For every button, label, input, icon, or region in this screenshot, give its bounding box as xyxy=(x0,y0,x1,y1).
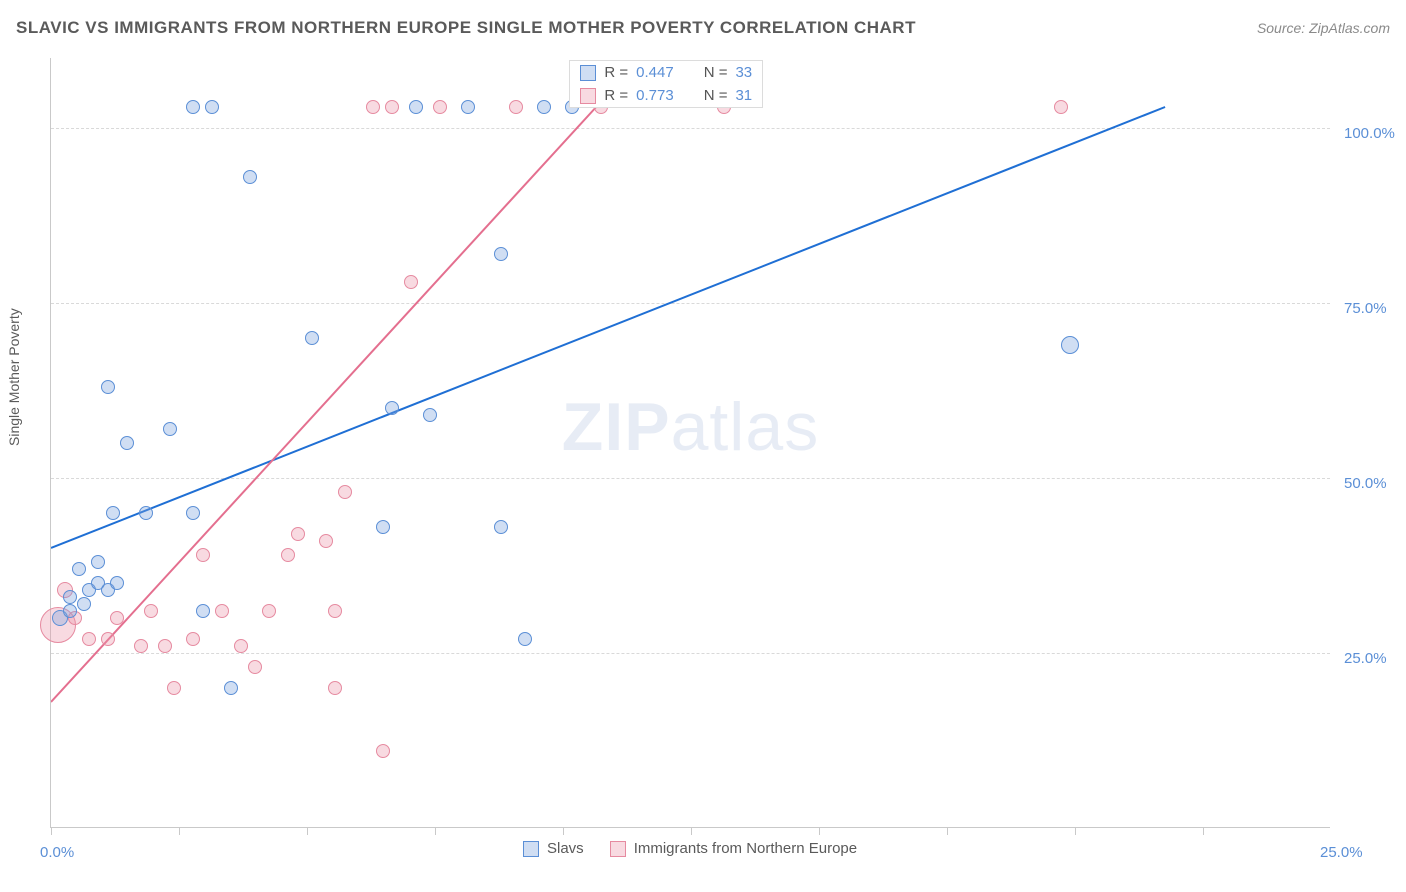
x-tick xyxy=(819,827,820,835)
scatter-point xyxy=(328,681,342,695)
scatter-point xyxy=(423,408,437,422)
chart-title: SLAVIC VS IMMIGRANTS FROM NORTHERN EUROP… xyxy=(16,18,916,38)
stats-row: R = 0.447 N = 33 xyxy=(570,61,762,84)
scatter-point xyxy=(385,401,399,415)
y-axis-label: Single Mother Poverty xyxy=(6,308,22,446)
x-tick xyxy=(691,827,692,835)
stat-n-label: N = xyxy=(704,64,728,81)
scatter-point xyxy=(291,527,305,541)
scatter-point xyxy=(77,597,91,611)
scatter-point xyxy=(376,744,390,758)
scatter-point xyxy=(248,660,262,674)
stat-n-label: N = xyxy=(704,87,728,104)
scatter-point xyxy=(120,436,134,450)
x-tick xyxy=(563,827,564,835)
stats-row: R = 0.773 N = 31 xyxy=(570,84,762,107)
scatter-point xyxy=(518,632,532,646)
stat-r-label: R = xyxy=(604,64,628,81)
scatter-point xyxy=(139,506,153,520)
scatter-plot-area: ZIPatlas R =0.447N =33R =0.773N =31 xyxy=(50,58,1330,828)
stat-r-label: R = xyxy=(604,87,628,104)
scatter-point xyxy=(101,380,115,394)
scatter-point xyxy=(1061,336,1079,354)
x-tick-label: 0.0% xyxy=(40,844,74,861)
x-tick xyxy=(179,827,180,835)
stat-r-value: 0.773 xyxy=(636,87,674,104)
scatter-point xyxy=(319,534,333,548)
x-tick xyxy=(1075,827,1076,835)
legend-item: Immigrants from Northern Europe xyxy=(610,840,857,857)
x-tick xyxy=(947,827,948,835)
scatter-point xyxy=(509,100,523,114)
scatter-point xyxy=(305,331,319,345)
scatter-point xyxy=(281,548,295,562)
legend-item: Slavs xyxy=(523,840,584,857)
legend-swatch xyxy=(580,88,596,104)
y-tick-label: 100.0% xyxy=(1344,125,1395,142)
scatter-point xyxy=(205,100,219,114)
scatter-point xyxy=(461,100,475,114)
scatter-point xyxy=(91,555,105,569)
scatter-point xyxy=(376,520,390,534)
scatter-point xyxy=(144,604,158,618)
stat-n-value: 33 xyxy=(735,64,752,81)
scatter-point xyxy=(134,639,148,653)
scatter-point xyxy=(328,604,342,618)
scatter-point xyxy=(494,247,508,261)
legend-swatch xyxy=(610,841,626,857)
scatter-point xyxy=(537,100,551,114)
scatter-point xyxy=(63,604,77,618)
legend-label: Immigrants from Northern Europe xyxy=(634,840,857,857)
scatter-point xyxy=(224,681,238,695)
y-tick-label: 50.0% xyxy=(1344,475,1387,492)
scatter-point xyxy=(106,506,120,520)
stat-n-value: 31 xyxy=(735,87,752,104)
x-tick xyxy=(307,827,308,835)
scatter-point xyxy=(186,506,200,520)
scatter-point xyxy=(158,639,172,653)
scatter-point xyxy=(82,632,96,646)
scatter-point xyxy=(366,100,380,114)
scatter-point xyxy=(110,611,124,625)
y-tick-label: 25.0% xyxy=(1344,650,1387,667)
scatter-point xyxy=(63,590,77,604)
scatter-point xyxy=(234,639,248,653)
x-tick-label: 25.0% xyxy=(1320,844,1363,861)
scatter-point xyxy=(494,520,508,534)
x-tick xyxy=(1203,827,1204,835)
stat-r-value: 0.447 xyxy=(636,64,674,81)
x-tick xyxy=(435,827,436,835)
scatter-point xyxy=(409,100,423,114)
chart-header: SLAVIC VS IMMIGRANTS FROM NORTHERN EUROP… xyxy=(16,18,1390,38)
scatter-point xyxy=(186,100,200,114)
scatter-point xyxy=(167,681,181,695)
legend-label: Slavs xyxy=(547,840,584,857)
scatter-point xyxy=(1054,100,1068,114)
x-tick xyxy=(51,827,52,835)
legend-swatch xyxy=(523,841,539,857)
y-tick-label: 75.0% xyxy=(1344,300,1387,317)
legend-swatch xyxy=(580,65,596,81)
scatter-point xyxy=(101,632,115,646)
bottom-legend: Slavs Immigrants from Northern Europe xyxy=(523,840,857,857)
stats-legend-box: R = 0.447 N = 33 R = 0.773 N = 31 xyxy=(569,60,763,108)
scatter-point xyxy=(433,100,447,114)
scatter-point xyxy=(196,548,210,562)
scatter-point xyxy=(404,275,418,289)
scatter-point xyxy=(215,604,229,618)
chart-source: Source: ZipAtlas.com xyxy=(1257,20,1390,36)
scatter-point xyxy=(72,562,86,576)
scatter-point xyxy=(163,422,177,436)
scatter-point xyxy=(243,170,257,184)
scatter-point xyxy=(186,632,200,646)
scatter-point xyxy=(385,100,399,114)
scatter-point xyxy=(196,604,210,618)
scatter-point xyxy=(262,604,276,618)
scatter-point xyxy=(338,485,352,499)
scatter-point xyxy=(110,576,124,590)
